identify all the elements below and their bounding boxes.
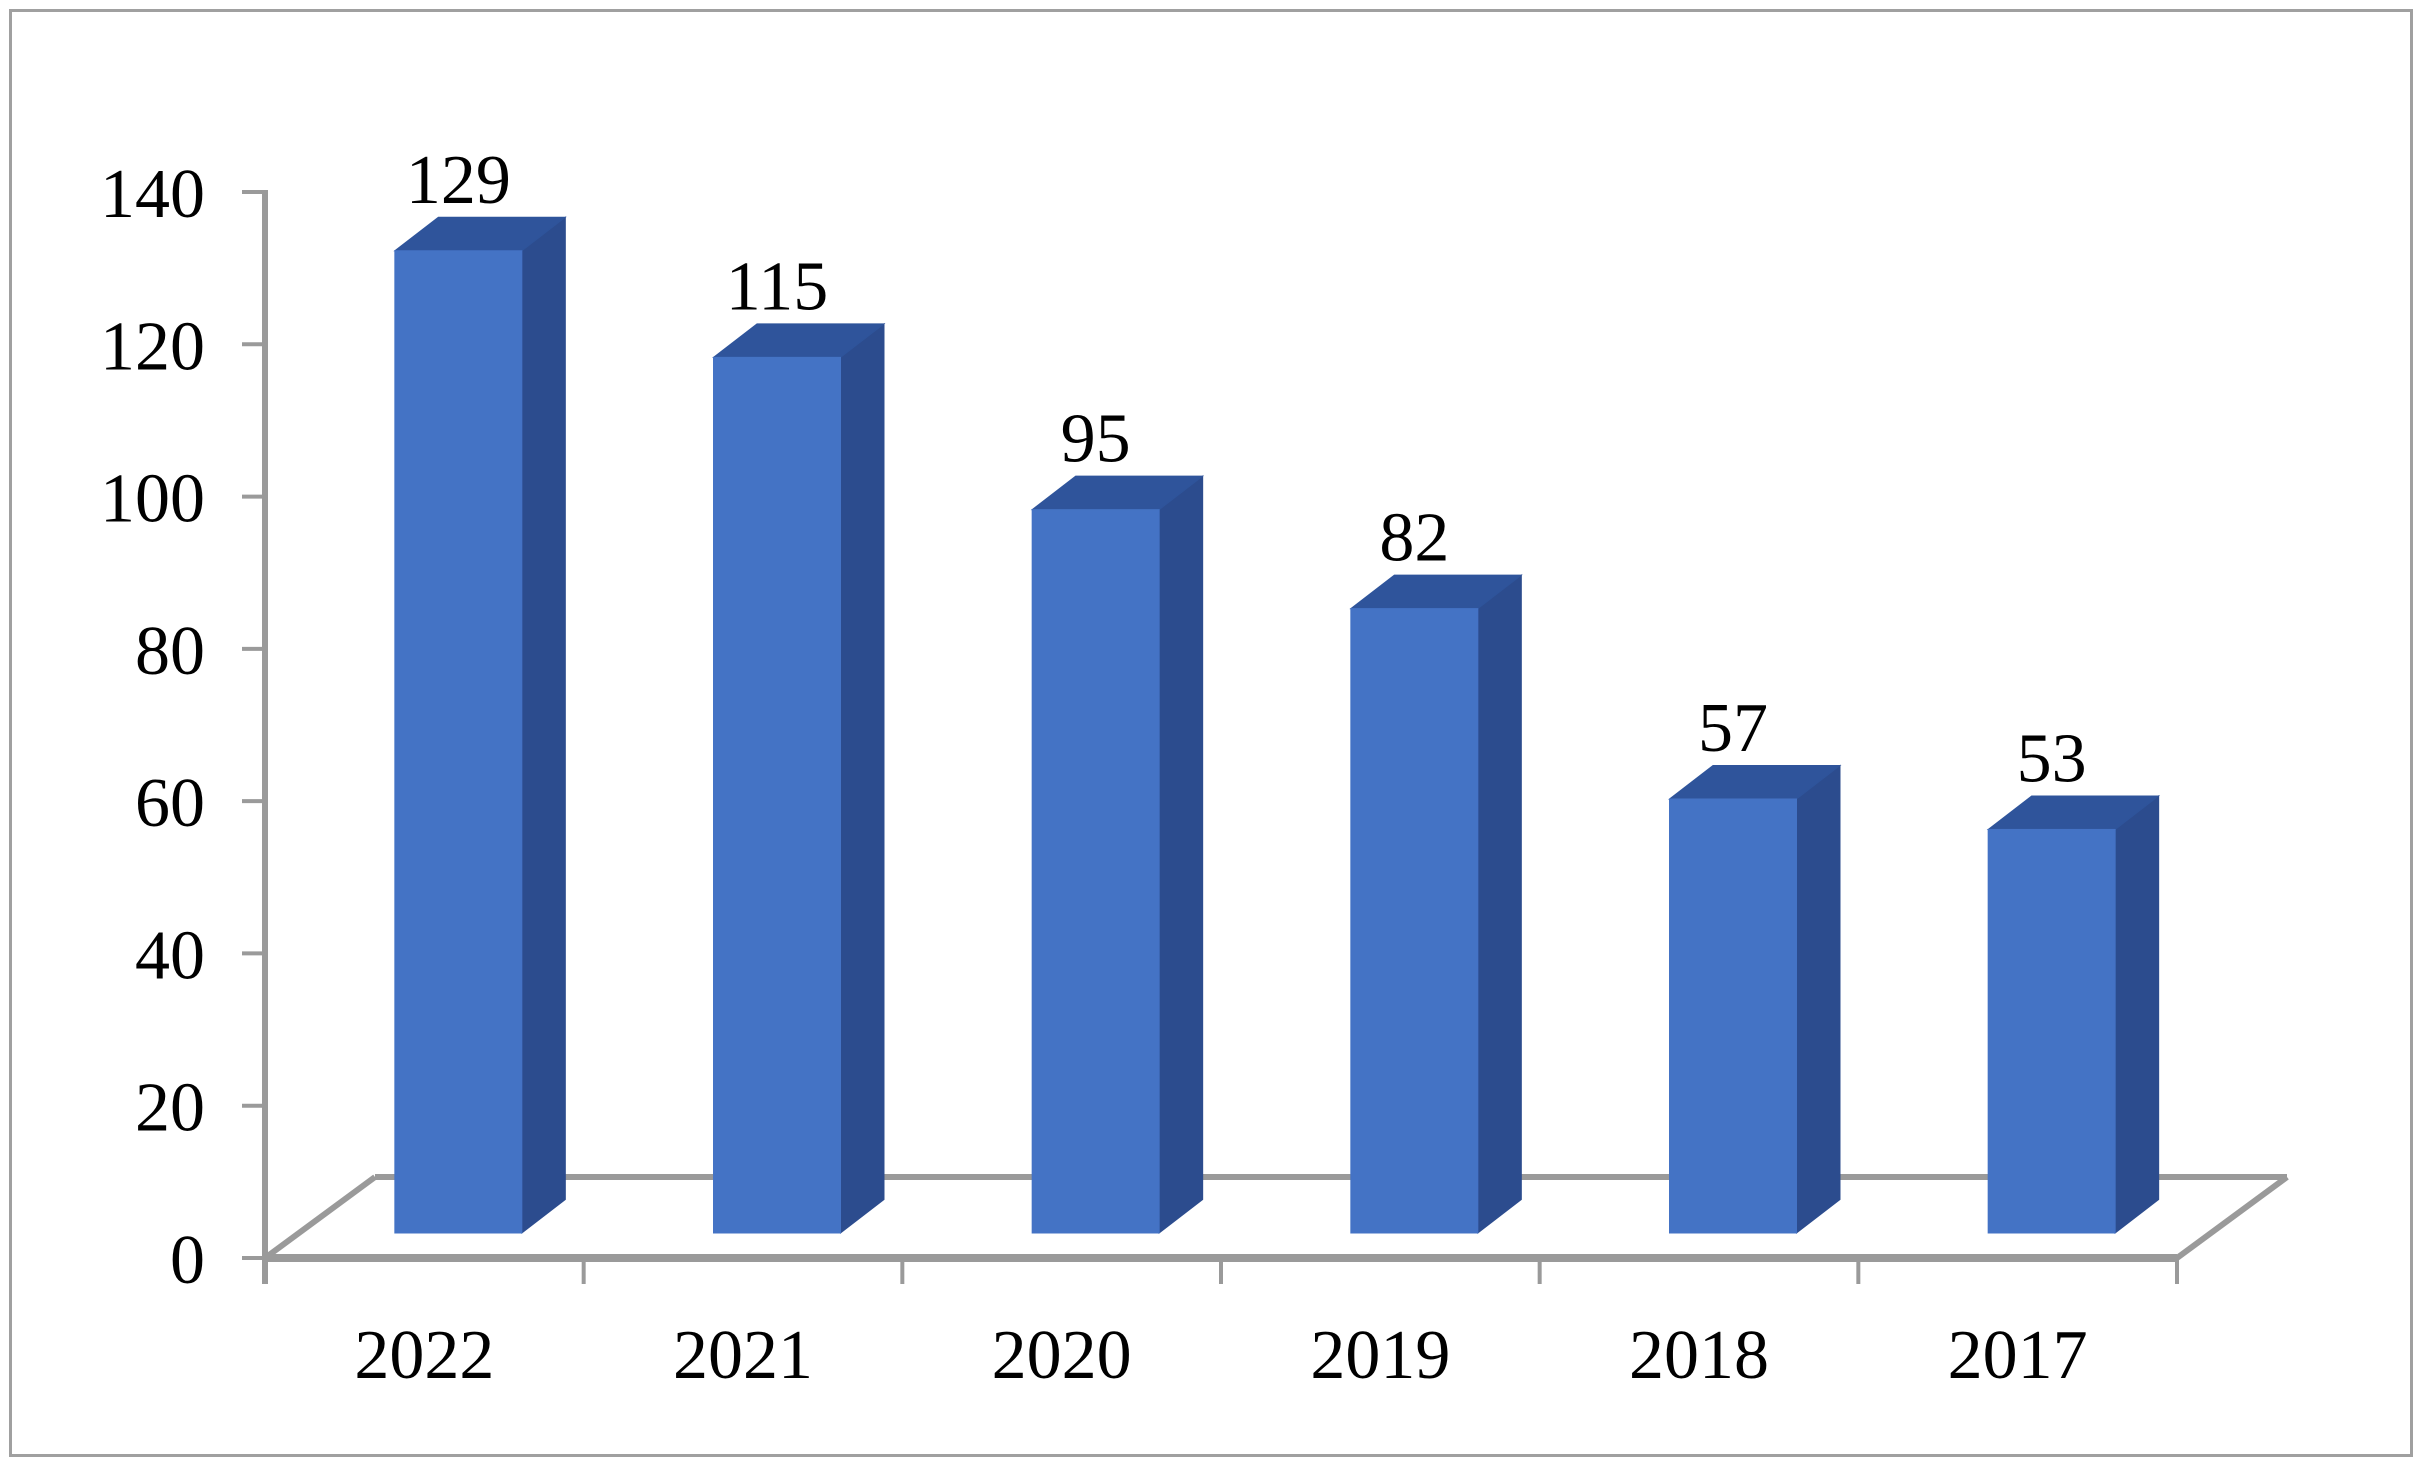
- data-label-2020: 95: [1061, 401, 1131, 478]
- category-label-2022: 2022: [354, 1317, 494, 1394]
- image-border: [9, 9, 2413, 1457]
- bar-front-face: [1031, 509, 1160, 1234]
- y-tick-label-120: 120: [100, 308, 205, 385]
- category-label-2020: 2020: [992, 1317, 1132, 1394]
- category-label-2019: 2019: [1310, 1317, 1450, 1394]
- bar-front-face: [394, 250, 523, 1234]
- x-axis: 2022 2021 2020 2019 2018 2017: [265, 1254, 2179, 1394]
- y-tick-label-20: 20: [135, 1070, 205, 1147]
- bar-2018: 57: [1668, 690, 1842, 1235]
- data-label-2019: 82: [1379, 500, 1449, 577]
- y-tick-label-40: 40: [135, 917, 205, 994]
- y-tick-label-80: 80: [135, 613, 205, 690]
- data-label-2017: 53: [2017, 720, 2087, 797]
- bar-2020: 95: [1030, 401, 1205, 1235]
- bar-front-face: [1669, 798, 1797, 1234]
- y-tick-label-100: 100: [100, 461, 205, 538]
- bars: 129 115 95 82 57 53: [393, 142, 2161, 1235]
- y-tick-label-140: 140: [100, 156, 205, 233]
- bar-front-face: [713, 356, 841, 1234]
- bar-side-face: [2114, 794, 2160, 1235]
- bar-side-face: [521, 216, 566, 1235]
- category-label-2017: 2017: [1948, 1317, 2088, 1394]
- y-tick-label-0: 0: [170, 1222, 205, 1299]
- bar-2019: 82: [1349, 500, 1523, 1235]
- floor-left-edge: [263, 1174, 377, 1261]
- y-tick-label-60: 60: [135, 765, 205, 842]
- bar-2017: 53: [1986, 720, 2161, 1235]
- category-label-2018: 2018: [1629, 1317, 1769, 1394]
- floor-right-edge: [2175, 1174, 2289, 1261]
- floor: [263, 1174, 2289, 1261]
- bar-side-face: [1477, 574, 1522, 1235]
- bar-side-face: [1796, 764, 1841, 1235]
- data-label-2021: 115: [726, 248, 828, 325]
- bar-front-face: [1350, 608, 1479, 1234]
- bar-side-face: [840, 322, 885, 1235]
- category-label-2021: 2021: [673, 1317, 813, 1394]
- data-label-2022: 129: [406, 142, 511, 219]
- bar-2021: 115: [712, 248, 886, 1235]
- bar-side-face: [1158, 475, 1204, 1235]
- y-axis: 0 20 40 60 80 100 120 140: [100, 156, 268, 1299]
- bar-front-face: [1987, 828, 2116, 1234]
- bar-2022: 129: [393, 142, 567, 1235]
- data-label-2018: 57: [1698, 690, 1768, 767]
